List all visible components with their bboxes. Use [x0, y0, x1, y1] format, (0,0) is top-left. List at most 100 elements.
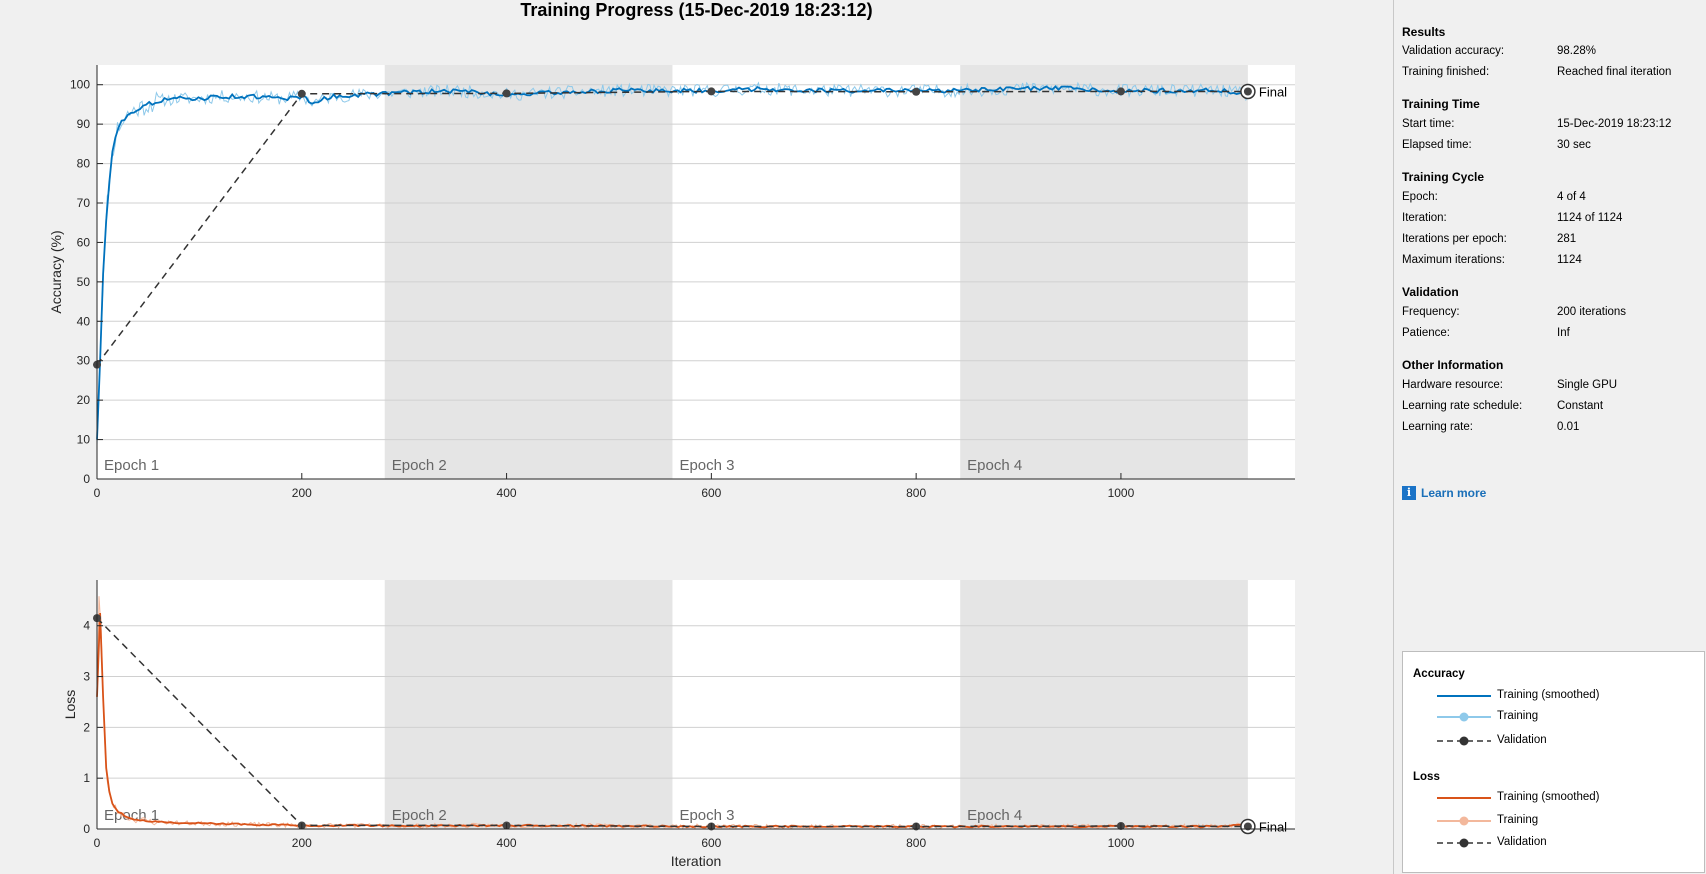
x-tick-label: 0 [94, 486, 101, 500]
other-information-heading: Other Information [1402, 358, 1504, 372]
x-tick-label: 200 [292, 486, 312, 500]
y-tick-label: 90 [77, 117, 91, 131]
y-tick-label: 60 [77, 235, 91, 249]
validation-point [297, 89, 306, 98]
final-validation-point [1243, 822, 1252, 831]
epoch-band [384, 580, 673, 829]
learn-more-link[interactable]: i Learn more [1402, 486, 1486, 500]
iteration-value: 1124 of 1124 [1557, 212, 1623, 224]
training-time-heading: Training Time [1402, 97, 1480, 111]
final-label: Final [1259, 84, 1287, 99]
y-tick-label: 1 [83, 771, 90, 785]
epoch-label: Epoch 4 [967, 457, 1022, 474]
iterations-per-epoch-value: 281 [1557, 233, 1577, 245]
legend-line-swatch [1437, 797, 1491, 799]
legend-line-swatch [1437, 816, 1491, 826]
learn-more-label: Learn more [1421, 486, 1487, 500]
frequency-label: Frequency: [1402, 306, 1460, 318]
x-tick-label: 400 [497, 836, 517, 850]
epoch-label: Epoch 4 [967, 807, 1022, 824]
y-axis-label: Accuracy (%) [48, 230, 64, 313]
epoch-band [960, 580, 1248, 829]
patience-label: Patience: [1402, 327, 1450, 339]
validation-point [912, 87, 921, 96]
elapsed-time-value: 30 sec [1557, 139, 1591, 151]
info-icon: i [1402, 486, 1416, 500]
legend-line-swatch [1437, 838, 1491, 848]
x-tick-label: 200 [292, 836, 312, 850]
info-panel: Results Validation accuracy: 98.28% Trai… [1394, 0, 1706, 874]
validation-accuracy-label: Validation accuracy: [1402, 45, 1505, 57]
legend-label: Validation [1497, 734, 1547, 746]
accuracy-chart: Epoch 1 Epoch 2 Epoch 3 Epoch 4 Final 0 200 400… [48, 65, 1295, 500]
x-tick-label: 0 [94, 836, 101, 850]
y-tick-label: 30 [77, 354, 91, 368]
epoch-label: Epoch 2 [392, 457, 447, 474]
maximum-iterations-value: 1124 [1557, 254, 1582, 266]
validation-point [502, 89, 511, 98]
y-axis-label: Loss [62, 690, 78, 720]
legend-loss-heading: Loss [1413, 771, 1440, 783]
x-tick-label: 600 [701, 486, 721, 500]
iteration-label: Iteration: [1402, 212, 1447, 224]
epoch-label: Epoch 2 [392, 807, 447, 824]
start-time-value: 15-Dec-2019 18:23:12 [1557, 118, 1672, 130]
y-tick-label: 70 [77, 196, 91, 210]
training-cycle-heading: Training Cycle [1402, 170, 1485, 184]
training-raw-line [96, 81, 1249, 445]
legend-label: Training (smoothed) [1497, 791, 1600, 803]
page-title: Training Progress (15-Dec-2019 18:23:12) [520, 0, 873, 20]
y-tick-label: 20 [77, 393, 91, 407]
results-heading: Results [1402, 25, 1446, 39]
epoch-label: Epoch 3 [679, 457, 734, 474]
plot-area: Training Progress (15-Dec-2019 18:23:12)… [48, 0, 1295, 869]
epoch-band [384, 65, 673, 479]
x-tick-label: 1000 [1108, 836, 1135, 850]
y-tick-label: 3 [83, 670, 90, 684]
learning-rate-schedule-value: Constant [1557, 400, 1604, 412]
legend-line-swatch [1437, 712, 1491, 722]
epoch-label: Epoch 1 [104, 457, 159, 474]
legend: Accuracy Training (smoothed) Training Va… [1402, 651, 1705, 873]
validation-point [707, 87, 716, 96]
x-tick-label: 800 [906, 836, 926, 850]
x-tick-label: 600 [701, 836, 721, 850]
maximum-iterations-label: Maximum iterations: [1402, 254, 1505, 266]
epoch-label: Epoch 3 [679, 807, 734, 824]
training-finished-label: Training finished: [1402, 66, 1490, 78]
elapsed-time-label: Elapsed time: [1402, 139, 1472, 151]
epoch-label: Epoch: [1402, 191, 1438, 203]
legend-line-swatch [1437, 695, 1491, 697]
legend-label: Training [1497, 814, 1539, 826]
epoch-value: 4 of 4 [1557, 191, 1586, 203]
legend-label: Training [1497, 710, 1539, 722]
epoch-band [960, 65, 1248, 479]
y-tick-label: 40 [77, 314, 91, 328]
x-tick-label: 400 [497, 486, 517, 500]
y-tick-label: 80 [77, 157, 91, 171]
validation-accuracy-value: 98.28% [1557, 45, 1597, 57]
x-tick-label: 800 [906, 486, 926, 500]
hardware-resource-label: Hardware resource: [1402, 379, 1503, 391]
legend-label: Training (smoothed) [1497, 689, 1600, 701]
learning-rate-value: 0.01 [1557, 421, 1580, 433]
legend-label: Validation [1497, 836, 1547, 848]
validation-point [1116, 87, 1125, 96]
y-tick-label: 50 [77, 275, 91, 289]
iterations-per-epoch-label: Iterations per epoch: [1402, 233, 1507, 245]
hardware-resource-value: Single GPU [1557, 379, 1618, 391]
validation-heading: Validation [1402, 285, 1459, 299]
panel-divider [1393, 0, 1394, 874]
legend-accuracy-heading: Accuracy [1413, 668, 1465, 680]
final-validation-point [1243, 87, 1252, 96]
y-tick-label: 100 [70, 78, 90, 92]
training-finished-value: Reached final iteration [1557, 66, 1672, 78]
y-tick-label: 0 [83, 822, 90, 836]
learning-rate-label: Learning rate: [1402, 421, 1473, 433]
x-tick-label: 1000 [1108, 486, 1135, 500]
x-axis-label: Iteration [671, 853, 722, 869]
start-time-label: Start time: [1402, 118, 1455, 130]
y-tick-label: 4 [83, 619, 90, 633]
y-tick-label: 10 [77, 433, 91, 447]
